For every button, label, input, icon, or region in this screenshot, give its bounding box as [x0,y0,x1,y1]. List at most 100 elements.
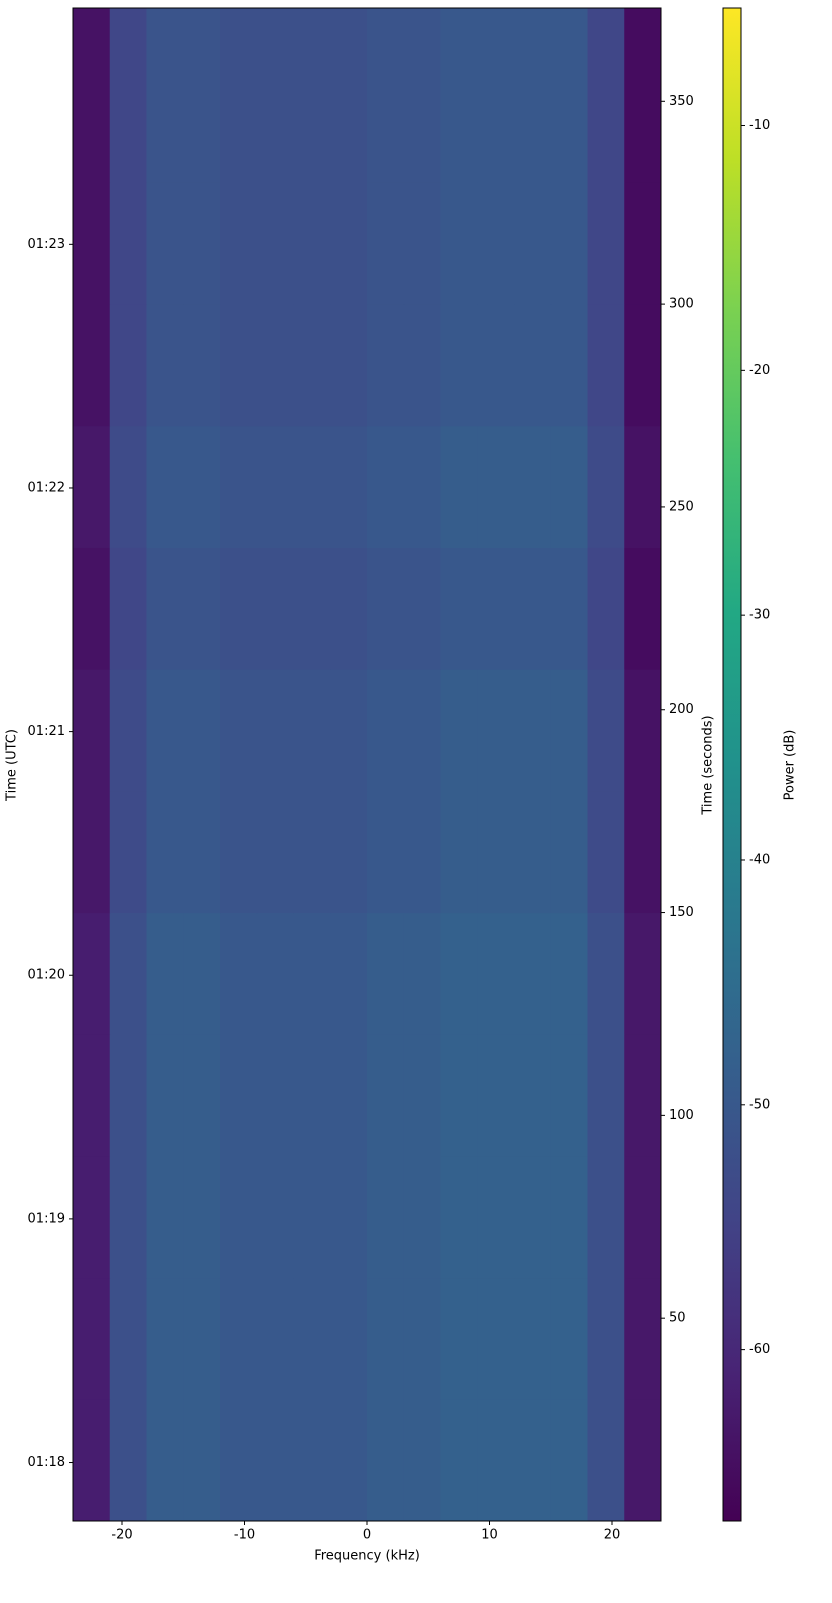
heatmap-cell [293,425,331,548]
heatmap-cell [550,1277,588,1400]
x-tick-label: -10 [234,1528,255,1543]
heatmap-cell [587,304,625,427]
y-tick-label: 01:19 [28,1211,65,1226]
heatmap-cell [550,669,588,792]
heatmap-cell [73,912,111,1035]
heatmap-cell [440,1155,478,1279]
heatmap-cell [587,1277,625,1400]
heatmap-cell [514,182,552,305]
heatmap-cell [330,547,368,670]
heatmap-cell [109,304,147,427]
heatmap-cell [220,790,258,914]
heatmap-cell [256,1277,294,1400]
heatmap-cell [440,304,478,427]
heatmap-cell [183,1277,221,1400]
heatmap-cell [146,1034,184,1157]
heatmap-cell [183,790,221,914]
heatmap-cell [624,304,662,427]
heatmap-cell [73,669,111,792]
heatmap-cell [109,1155,147,1279]
heatmap-cell [550,1034,588,1157]
heatmap-cell [256,1034,294,1157]
heatmap-cell [220,182,258,305]
y2-tick-label: 150 [669,905,694,920]
heatmap-cell [587,547,625,670]
heatmap-cell [367,790,405,914]
heatmap-cell [624,425,662,548]
heatmap-cell [293,182,331,305]
y2-tick-label: 100 [669,1108,694,1123]
y-tick-label: 01:22 [28,480,65,495]
heatmap-cell [367,1277,405,1400]
heatmap-cell [146,425,184,548]
heatmap-cell [293,669,331,792]
heatmap-cell [514,1277,552,1400]
heatmap-cell [477,1034,515,1157]
heatmap-cell [624,1155,662,1279]
heatmap-cell [367,304,405,427]
heatmap-cell [73,790,111,914]
heatmap-cell [477,1399,515,1522]
heatmap-cell [293,1034,331,1157]
heatmap-cell [293,8,331,183]
heatmap-cell [330,669,368,792]
heatmap-cell [183,547,221,670]
heatmap-cell [514,669,552,792]
heatmap-cell [146,1155,184,1279]
heatmap-cell [293,912,331,1035]
heatmap-cell [256,669,294,792]
y-tick-label: 01:23 [28,237,65,252]
heatmap-cell [256,304,294,427]
heatmap-cell [550,1155,588,1279]
heatmap-cell [109,1034,147,1157]
heatmap-cell [109,912,147,1035]
y2-tick-label: 300 [669,297,694,312]
heatmap-cell [550,1399,588,1522]
heatmap-cell [146,669,184,792]
heatmap-cell [330,304,368,427]
heatmap-cell [220,547,258,670]
heatmap-cell [624,547,662,670]
heatmap-cell [183,669,221,792]
heatmap-cell [624,1399,662,1522]
heatmap-cell [220,1399,258,1522]
heatmap-cell [73,1277,111,1400]
heatmap-cell [624,790,662,914]
heatmap-cell [550,304,588,427]
heatmap-cell [367,1399,405,1522]
heatmap-cell [73,1155,111,1279]
heatmap-cell [109,182,147,305]
heatmap-cell [440,1034,478,1157]
colorbar-tick-label: -60 [749,1342,770,1357]
heatmap-cell [146,790,184,914]
heatmap-cell [477,912,515,1035]
heatmap-cell [330,1399,368,1522]
heatmap-cell [73,1034,111,1157]
heatmap-cell [146,1399,184,1522]
heatmap-cell [403,1277,441,1400]
heatmap-cell [403,8,441,183]
heatmap-cell [587,1155,625,1279]
y2-tick-label: 250 [669,499,694,514]
heatmap-cell [367,1034,405,1157]
heatmap-cell [367,669,405,792]
heatmap-cell [403,912,441,1035]
heatmap-cell [514,1034,552,1157]
heatmap-cell [109,790,147,914]
heatmap-cell [256,912,294,1035]
heatmap-cell [550,912,588,1035]
heatmap-cell [293,547,331,670]
heatmap-cell [109,669,147,792]
heatmap-cell [220,304,258,427]
x-tick-label: 20 [604,1528,621,1543]
heatmap-cell [514,1399,552,1522]
heatmap-cell [256,547,294,670]
heatmap-cell [256,8,294,183]
heatmap-cell [146,8,184,183]
heatmap-cell [367,182,405,305]
y-axis-label: Time (UTC) [5,729,20,802]
heatmap-cell [183,304,221,427]
heatmap-cell [146,1277,184,1400]
heatmap-cell [73,304,111,427]
